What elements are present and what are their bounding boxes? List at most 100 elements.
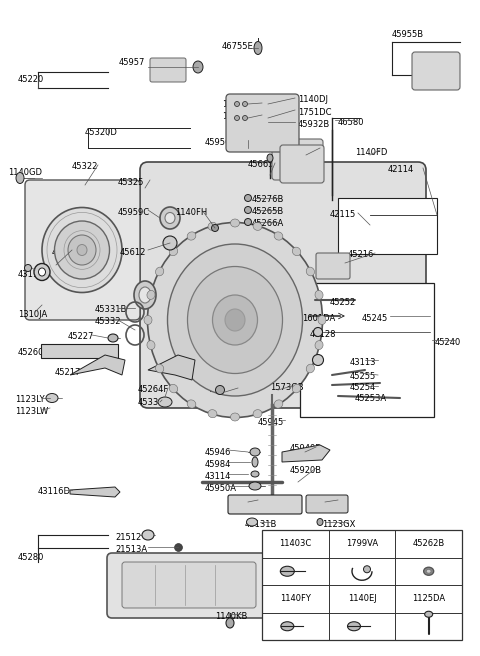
Text: 45216: 45216 xyxy=(348,250,374,259)
Ellipse shape xyxy=(306,267,314,276)
Ellipse shape xyxy=(212,224,218,232)
Ellipse shape xyxy=(254,41,262,54)
Text: 46321: 46321 xyxy=(310,498,336,507)
Text: 43113: 43113 xyxy=(350,358,376,367)
Text: 1123MD: 1123MD xyxy=(208,385,243,394)
Ellipse shape xyxy=(267,154,273,162)
Text: 45956B: 45956B xyxy=(205,138,237,147)
Ellipse shape xyxy=(315,340,323,350)
Text: 45217: 45217 xyxy=(55,368,82,377)
Ellipse shape xyxy=(208,409,217,418)
Ellipse shape xyxy=(188,266,283,373)
Text: 1360GH: 1360GH xyxy=(222,112,256,121)
Ellipse shape xyxy=(253,409,262,418)
Ellipse shape xyxy=(274,232,283,240)
Ellipse shape xyxy=(363,565,371,573)
Text: 45276B: 45276B xyxy=(252,195,284,204)
Text: 1573GB: 1573GB xyxy=(270,383,304,392)
Text: 45955C: 45955C xyxy=(415,58,447,67)
Text: 45950A: 45950A xyxy=(205,484,237,493)
Text: 1140FY: 1140FY xyxy=(280,594,311,604)
Ellipse shape xyxy=(317,518,323,525)
Ellipse shape xyxy=(315,291,323,299)
Text: 45260J: 45260J xyxy=(18,348,47,357)
Text: 45280: 45280 xyxy=(18,553,44,562)
Ellipse shape xyxy=(242,102,248,106)
Text: 45227: 45227 xyxy=(68,332,95,341)
Text: 45254: 45254 xyxy=(350,383,376,392)
Text: 1601DA: 1601DA xyxy=(302,314,335,323)
Text: 45325: 45325 xyxy=(118,178,144,187)
Text: 45959C: 45959C xyxy=(118,208,150,217)
Ellipse shape xyxy=(252,457,258,467)
Text: 45451B: 45451B xyxy=(52,248,84,257)
Ellipse shape xyxy=(144,316,152,325)
Text: 46580: 46580 xyxy=(338,118,364,127)
Text: 45320D: 45320D xyxy=(85,128,118,137)
FancyBboxPatch shape xyxy=(272,139,323,180)
Ellipse shape xyxy=(24,264,32,272)
Text: 45245: 45245 xyxy=(362,314,388,323)
Text: 45612: 45612 xyxy=(120,248,146,257)
Text: 1140KB: 1140KB xyxy=(215,612,247,621)
Text: 45665: 45665 xyxy=(248,160,275,169)
Text: 45331B: 45331B xyxy=(95,305,127,314)
Ellipse shape xyxy=(426,569,431,573)
Text: 43131B: 43131B xyxy=(245,520,277,529)
Ellipse shape xyxy=(425,611,432,617)
Ellipse shape xyxy=(165,213,175,224)
Text: 45262B: 45262B xyxy=(412,539,445,548)
Text: 43116D: 43116D xyxy=(38,487,71,496)
Ellipse shape xyxy=(55,221,109,279)
Ellipse shape xyxy=(244,207,252,213)
Text: 1799VA: 1799VA xyxy=(346,539,378,548)
Ellipse shape xyxy=(235,115,240,121)
Text: 45920B: 45920B xyxy=(290,466,322,475)
Ellipse shape xyxy=(235,102,240,106)
Text: 1140DJ: 1140DJ xyxy=(298,95,328,104)
Text: 45957: 45957 xyxy=(119,58,145,67)
Text: 45984: 45984 xyxy=(205,460,231,469)
Ellipse shape xyxy=(46,394,58,403)
Text: 45955B: 45955B xyxy=(392,30,424,39)
Text: 21512: 21512 xyxy=(115,533,141,542)
Polygon shape xyxy=(282,445,330,462)
Ellipse shape xyxy=(253,222,262,230)
Ellipse shape xyxy=(108,334,118,342)
Text: 45264F: 45264F xyxy=(138,385,169,394)
Ellipse shape xyxy=(244,218,252,226)
Text: 1140FD: 1140FD xyxy=(355,148,387,157)
Text: 45252: 45252 xyxy=(330,298,356,307)
FancyBboxPatch shape xyxy=(280,145,324,183)
Text: 45220: 45220 xyxy=(18,75,44,84)
Ellipse shape xyxy=(169,247,178,256)
Ellipse shape xyxy=(348,622,360,631)
Ellipse shape xyxy=(247,518,257,526)
Ellipse shape xyxy=(242,115,248,121)
Ellipse shape xyxy=(230,219,240,227)
Ellipse shape xyxy=(226,618,234,628)
Text: 21513A: 21513A xyxy=(115,545,147,554)
Ellipse shape xyxy=(163,236,177,250)
Ellipse shape xyxy=(230,413,240,421)
Ellipse shape xyxy=(77,245,87,255)
Bar xyxy=(262,530,462,640)
Text: 42114: 42114 xyxy=(388,165,414,174)
Ellipse shape xyxy=(306,364,314,373)
Text: 42115: 42115 xyxy=(330,210,356,219)
Text: 1310JA: 1310JA xyxy=(18,310,47,319)
Polygon shape xyxy=(70,355,125,375)
Ellipse shape xyxy=(187,232,196,240)
Ellipse shape xyxy=(68,235,96,265)
Ellipse shape xyxy=(34,264,50,281)
Text: 45265B: 45265B xyxy=(252,207,284,216)
Text: 46128: 46128 xyxy=(310,330,336,339)
Text: 1140EJ: 1140EJ xyxy=(348,594,376,604)
Ellipse shape xyxy=(424,567,433,575)
Text: 1123LY: 1123LY xyxy=(15,395,45,404)
FancyBboxPatch shape xyxy=(25,180,140,320)
Text: 1123GX: 1123GX xyxy=(322,520,355,529)
Text: 45334A: 45334A xyxy=(138,398,170,407)
Text: 11403C: 11403C xyxy=(279,539,312,548)
Text: 45210: 45210 xyxy=(285,145,311,154)
